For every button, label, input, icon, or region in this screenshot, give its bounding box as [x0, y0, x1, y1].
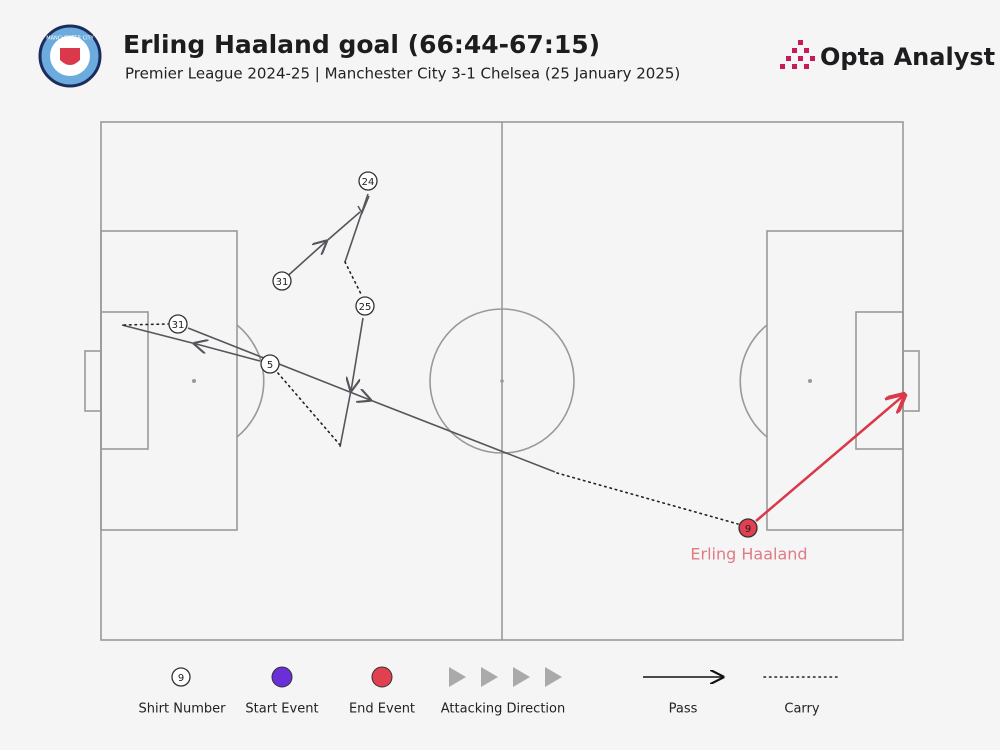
carry [556, 472, 739, 525]
legend-label: Attacking Direction [441, 702, 565, 717]
shirt-number: 5 [267, 360, 273, 371]
badge-text: MANCHESTER CITY [46, 36, 94, 42]
shirt-number: 24 [362, 177, 375, 188]
brand-logo: Opta Analyst [780, 40, 995, 71]
shirt-number: 25 [359, 302, 372, 313]
legend-label: Carry [784, 702, 820, 717]
player-marker [272, 271, 292, 291]
legend-shirt: 9 [178, 673, 184, 684]
player-marker [738, 518, 758, 538]
shirt-number: 31 [172, 320, 185, 331]
carry [344, 261, 363, 297]
legend-label: Shirt Number [139, 702, 227, 717]
pass [187, 327, 556, 473]
events [121, 193, 903, 525]
scorer-label: Erling Haaland [690, 545, 807, 564]
pass [281, 211, 361, 282]
pass [344, 193, 369, 263]
subtitle: Premier League 2024-25 | Manchester City… [125, 65, 680, 83]
pass [339, 317, 364, 448]
legend: 9 Shirt Number Start Event End Event Att… [139, 666, 841, 717]
carry [276, 371, 341, 446]
players: 24 31 25 31 5 9 [168, 171, 758, 538]
shirt-number: 9 [745, 524, 751, 535]
carry [123, 323, 169, 326]
player-marker [260, 354, 280, 374]
club-badge: MANCHESTER CITY [38, 24, 102, 88]
shot [755, 396, 903, 522]
pass [121, 324, 261, 362]
legend-label: End Event [349, 702, 415, 717]
player-marker [355, 296, 375, 316]
title: Erling Haaland goal (66:44-67:15) [123, 30, 600, 59]
player-marker [358, 171, 378, 191]
legend-label: Start Event [245, 702, 318, 717]
brand: Opta Analyst [820, 43, 995, 71]
shirt-number: 31 [276, 277, 289, 288]
legend-label: Pass [669, 702, 698, 717]
player-marker [168, 314, 188, 334]
pitch [84, 121, 920, 641]
